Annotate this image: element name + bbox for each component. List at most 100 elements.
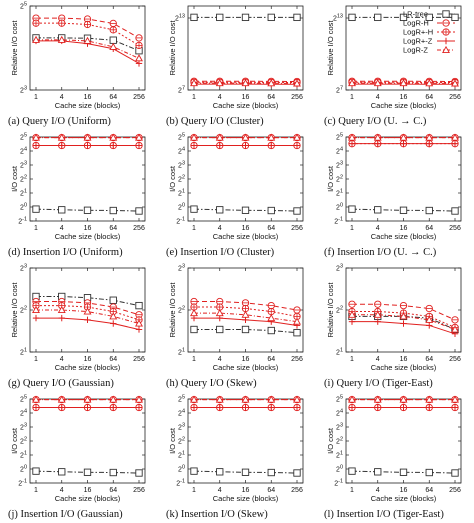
chart-panel: 1 4 16 64 256 21 22 23 Cache size (blocks) Relati… (8, 264, 146, 389)
series-logr-z (32, 133, 143, 141)
data-point (399, 312, 408, 320)
data-point (399, 13, 408, 22)
x-tick-label: 4 (60, 225, 64, 232)
data-point (58, 206, 66, 214)
x-axis-label: Cache size (blocks) (55, 363, 121, 372)
data-point (135, 133, 143, 141)
x-tick-label: 16 (242, 94, 250, 101)
data-point (348, 205, 356, 213)
series-lr-tree (190, 205, 301, 215)
y-tick-label: 25 (20, 395, 27, 404)
x-tick-label: 4 (60, 94, 64, 101)
data-point (348, 310, 356, 318)
y-axis-label: I/O cost (326, 427, 335, 454)
y-tick-label: 25 (336, 133, 343, 142)
data-point (109, 42, 118, 50)
data-point (374, 206, 382, 214)
data-point (293, 133, 301, 141)
series-logr-z (348, 310, 459, 333)
panel-caption: (d) Insertion I/O (Uniform) (8, 247, 123, 258)
data-point (215, 308, 224, 317)
data-point (135, 319, 143, 327)
data-point (190, 79, 198, 87)
data-point (57, 133, 66, 141)
data-point (215, 133, 224, 141)
legend-marker (442, 10, 450, 18)
data-point (83, 468, 92, 476)
y-tick-label: 2-1 (334, 479, 343, 488)
y-tick-label: 21 (178, 189, 185, 198)
data-point (399, 206, 408, 214)
x-tick-label: 1 (34, 487, 38, 494)
y-tick-label: 24 (336, 409, 343, 418)
y-axis-label: Relative I/O cost (10, 20, 19, 76)
data-point (425, 315, 434, 323)
x-tick-label: 4 (60, 487, 64, 494)
x-tick-label: 4 (376, 487, 380, 494)
y-tick-label: 24 (178, 409, 185, 418)
data-point (293, 329, 301, 337)
data-point (57, 305, 66, 314)
x-tick-label: 1 (350, 356, 354, 363)
y-tick-label: 22 (20, 175, 27, 184)
y-tick-label: 23 (336, 161, 343, 170)
y-tick-label: 2-1 (176, 479, 185, 488)
panel-caption: (l) Insertion I/O (Tiger-East) (324, 509, 444, 520)
y-tick-label: 25 (20, 133, 27, 142)
data-point (293, 395, 301, 403)
data-point (83, 206, 92, 214)
x-tick-label: 4 (376, 356, 380, 363)
y-tick-label: 20 (178, 465, 185, 474)
series-logr-z (32, 142, 143, 149)
x-tick-label: 64 (267, 94, 275, 101)
chart-panel: 1 4 16 64 256 2-1 20 21 22 23 24 25 Cache size (bloc… (8, 133, 146, 258)
series-logr-z (190, 404, 301, 411)
data-point (32, 395, 40, 403)
series-logr-h (32, 14, 143, 42)
data-point (293, 79, 301, 87)
legend-marker (442, 45, 450, 54)
x-tick-label: 256 (449, 487, 461, 494)
series-lr-tree (32, 467, 143, 477)
y-tick-label: 22 (178, 437, 185, 446)
x-tick-label: 1 (350, 225, 354, 232)
data-point (241, 13, 250, 22)
chart-panel: 1 4 16 64 256 2-1 20 21 22 23 24 25 Cache size (bloc… (166, 133, 304, 258)
x-tick-label: 1 (192, 225, 196, 232)
panel-caption: (b) Query I/O (Cluster) (166, 116, 264, 127)
data-point (57, 35, 66, 43)
data-point (267, 79, 276, 87)
x-tick-label: 256 (291, 225, 303, 232)
y-tick-label: 22 (336, 306, 343, 315)
data-point (32, 305, 40, 314)
data-point (32, 467, 40, 475)
x-tick-label: 4 (376, 225, 380, 232)
data-point (241, 468, 250, 476)
y-tick-label: 23 (20, 161, 27, 170)
y-tick-label: 2-1 (334, 217, 343, 226)
series-line (36, 22, 140, 46)
y-tick-label: 22 (336, 175, 343, 184)
x-tick-label: 1 (34, 356, 38, 363)
data-point (216, 468, 224, 476)
x-tick-label: 4 (218, 225, 222, 232)
data-point (267, 133, 276, 141)
series-logr-h (190, 297, 301, 314)
data-point (32, 205, 40, 213)
series-lr-tree (190, 467, 301, 477)
y-tick-label: 22 (20, 306, 27, 315)
y-tick-label: 22 (178, 175, 185, 184)
y-tick-label: 24 (336, 147, 343, 156)
series-logr-z (348, 404, 459, 411)
data-point (135, 54, 143, 62)
x-tick-label: 1 (350, 487, 354, 494)
y-tick-label: 23 (20, 423, 27, 432)
data-point (190, 325, 198, 334)
series-line (193, 208, 298, 212)
data-point (216, 206, 224, 214)
data-point (109, 468, 117, 477)
data-point (293, 13, 301, 22)
y-tick-label: 21 (178, 348, 185, 357)
series-line (351, 470, 456, 474)
